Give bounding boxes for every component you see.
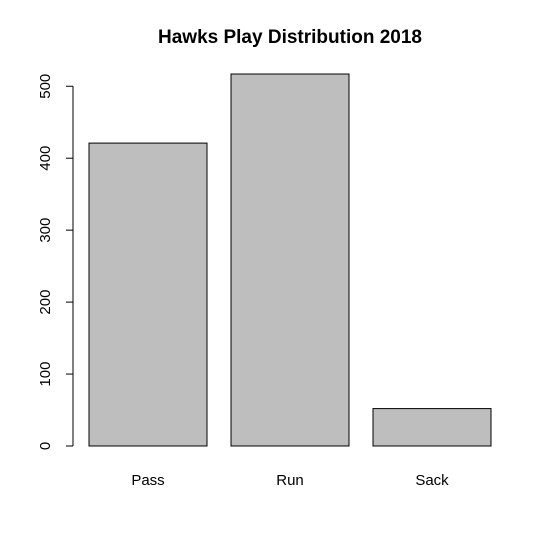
x-axis-labels: Pass Run Sack (131, 472, 449, 489)
bar-pass (88, 142, 208, 447)
y-axis: 0 100 200 300 400 500 (37, 74, 74, 450)
y-tick-label-400: 400 (37, 146, 54, 171)
y-tick-label-500: 500 (37, 74, 54, 99)
y-tick-label-100: 100 (37, 362, 54, 387)
y-tick-label-200: 200 (37, 290, 54, 315)
y-tick-label-300: 300 (37, 218, 54, 243)
chart-title: Hawks Play Distribution 2018 (158, 27, 422, 48)
x-category-label-sack: Sack (415, 472, 449, 489)
bar-run (230, 73, 350, 447)
y-tick-label-0: 0 (37, 442, 54, 450)
bar-sack (372, 408, 492, 447)
x-category-label-run: Run (276, 472, 304, 489)
x-category-label-pass: Pass (131, 472, 164, 489)
bars-layer (88, 73, 492, 447)
